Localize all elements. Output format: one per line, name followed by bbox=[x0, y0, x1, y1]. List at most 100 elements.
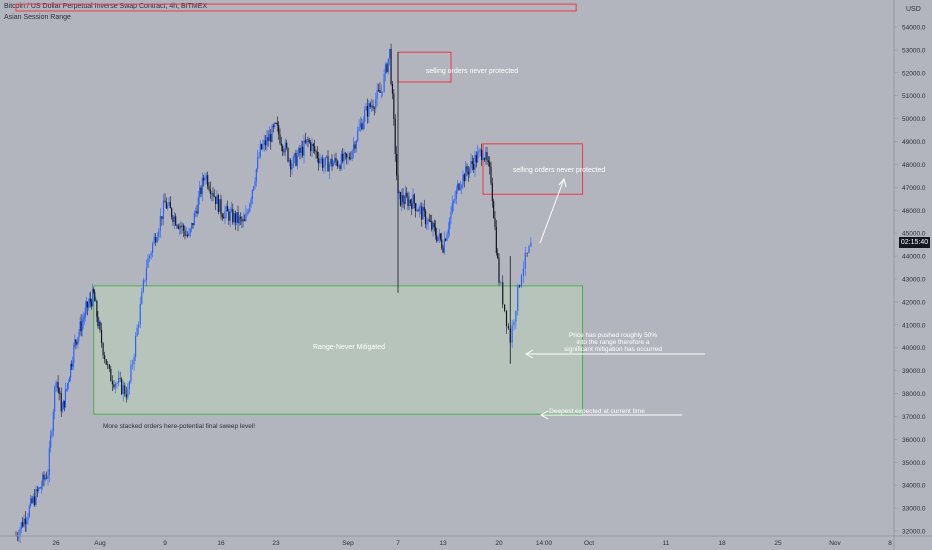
candle bbox=[139, 296, 141, 329]
candle bbox=[417, 208, 419, 212]
price-tick-label: 49000.0 bbox=[902, 139, 926, 146]
candle bbox=[271, 123, 273, 143]
candle bbox=[477, 145, 479, 164]
candle bbox=[485, 146, 487, 165]
candle bbox=[44, 474, 46, 482]
candle bbox=[177, 223, 179, 230]
candle bbox=[383, 68, 385, 93]
candle bbox=[28, 503, 30, 518]
candle bbox=[212, 187, 214, 202]
candle bbox=[416, 202, 418, 213]
candle bbox=[450, 206, 452, 225]
sell-zone-2[interactable] bbox=[482, 143, 584, 195]
asian-session-box[interactable] bbox=[15, 3, 577, 12]
candle bbox=[152, 241, 154, 258]
price-tick-label: 44000.0 bbox=[902, 254, 926, 261]
candle bbox=[308, 137, 310, 144]
candle bbox=[494, 211, 496, 231]
time-axis[interactable]: 26 Aug 9 16 23 Sep 7 13 20 14:00 Oct 11 18 25 Nov 8 bbox=[52, 540, 892, 547]
mitigation-note-line-1: Price has pushed roughly 50% bbox=[569, 332, 657, 339]
candle bbox=[300, 140, 302, 159]
price-tick-label: 33000.0 bbox=[902, 506, 926, 513]
candle bbox=[320, 156, 322, 164]
candle bbox=[74, 334, 76, 348]
candle bbox=[61, 402, 63, 414]
candle bbox=[487, 156, 489, 167]
time-tick-label: 13 bbox=[439, 540, 447, 547]
candle bbox=[71, 360, 73, 370]
candle bbox=[373, 106, 375, 116]
candle bbox=[240, 212, 242, 225]
time-tick-label: 9 bbox=[163, 540, 167, 547]
range-zone[interactable] bbox=[93, 285, 584, 415]
price-tick-label: 43000.0 bbox=[902, 277, 926, 284]
time-tick-label: 7 bbox=[396, 540, 400, 547]
candle bbox=[204, 172, 206, 185]
candle bbox=[478, 147, 480, 158]
candle bbox=[180, 221, 182, 235]
candle bbox=[411, 198, 413, 216]
candle bbox=[414, 202, 417, 218]
candle bbox=[191, 222, 193, 232]
candle bbox=[278, 121, 280, 140]
candle bbox=[102, 341, 104, 360]
candle bbox=[275, 121, 277, 124]
candle bbox=[348, 152, 350, 161]
candle bbox=[426, 216, 428, 230]
candle bbox=[64, 382, 67, 409]
candle bbox=[220, 194, 222, 220]
current-price-tag: 02:15:40 bbox=[899, 237, 930, 248]
candle bbox=[205, 172, 207, 184]
candle bbox=[98, 317, 100, 330]
candle bbox=[403, 195, 405, 210]
candle bbox=[110, 365, 112, 382]
candle bbox=[322, 154, 324, 172]
candle bbox=[216, 189, 218, 204]
candle bbox=[36, 486, 38, 498]
candle bbox=[131, 359, 134, 370]
candle bbox=[93, 287, 95, 294]
candle bbox=[338, 160, 340, 168]
indicator-label[interactable]: Asian Session Range bbox=[4, 14, 71, 21]
candle bbox=[384, 62, 387, 82]
candle bbox=[70, 363, 72, 381]
candle bbox=[77, 336, 79, 349]
candle bbox=[357, 126, 359, 143]
candle bbox=[119, 371, 121, 383]
candle bbox=[79, 317, 81, 336]
time-tick-label: 11 bbox=[663, 540, 670, 547]
candle bbox=[461, 183, 463, 195]
candle bbox=[315, 149, 317, 159]
candle bbox=[181, 222, 183, 233]
candle bbox=[316, 146, 318, 163]
price-tick-label: 41000.0 bbox=[902, 322, 926, 329]
candle bbox=[445, 237, 447, 242]
candle bbox=[505, 310, 508, 334]
candle bbox=[422, 203, 424, 220]
candle bbox=[307, 136, 309, 148]
time-tick-label: Nov bbox=[829, 540, 841, 547]
candle bbox=[117, 370, 120, 387]
candle bbox=[145, 259, 148, 287]
candle bbox=[495, 220, 497, 256]
candle bbox=[105, 358, 107, 366]
candle bbox=[207, 171, 209, 190]
candle bbox=[437, 237, 439, 243]
candle bbox=[376, 83, 378, 107]
candle bbox=[225, 203, 227, 219]
candle bbox=[366, 98, 369, 124]
candle bbox=[156, 232, 158, 244]
price-axis[interactable]: 32000.0 33000.0 34000.0 35000.0 36000.0 37000… bbox=[894, 25, 926, 536]
candle bbox=[371, 98, 373, 112]
candle bbox=[446, 231, 448, 242]
candle bbox=[243, 214, 246, 222]
candle bbox=[419, 201, 422, 215]
candle bbox=[238, 215, 240, 226]
candle bbox=[266, 129, 268, 152]
candle bbox=[251, 189, 254, 205]
candle bbox=[26, 516, 28, 532]
candle bbox=[84, 300, 86, 322]
candle bbox=[111, 375, 113, 392]
candle bbox=[133, 353, 135, 371]
